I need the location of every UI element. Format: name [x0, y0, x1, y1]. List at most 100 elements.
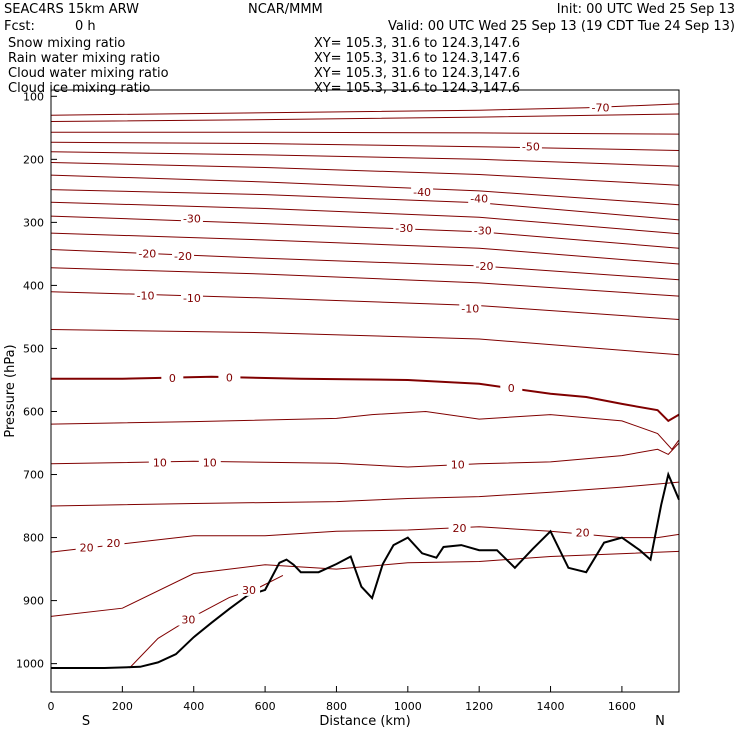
contour-label-bg: [75, 541, 98, 554]
contour-label-bg: [161, 372, 184, 385]
isotherm-minus-45: [50, 174, 680, 206]
isotherm-minus-30: [50, 215, 680, 249]
contour-label-bg: [102, 537, 125, 550]
terrain-line: [51, 471, 680, 669]
contour-label-bg: [198, 456, 221, 469]
contour-label: -50: [522, 141, 540, 154]
x-tick-label: 1600: [608, 700, 636, 713]
isotherm-minus-25: [50, 232, 680, 265]
organization-label: NCAR/MMM: [248, 2, 323, 17]
contour-label: -20: [174, 250, 192, 263]
contour-label: 0: [226, 371, 233, 384]
contour-label: -10: [461, 303, 479, 316]
x-tick-label: 800: [326, 700, 347, 713]
field-name-rain: Rain water mixing ratio: [8, 51, 160, 66]
contour-label-bg: [473, 259, 496, 272]
field-xy-snow: XY= 105.3, 31.6 to 124.3,147.6: [314, 36, 520, 51]
contour-label: 0: [169, 372, 176, 385]
contour-label-bg: [177, 613, 200, 626]
contour-label-bg: [446, 458, 469, 471]
contour-label: -30: [474, 225, 492, 238]
contour-label: -70: [592, 102, 610, 115]
contour-label: 10: [203, 457, 217, 470]
contour-label: -30: [183, 213, 201, 226]
isotherm-minus-35: [50, 201, 680, 235]
x-tick-label: 0: [48, 700, 55, 713]
x-tick-label: 400: [183, 700, 204, 713]
contour-label-bg: [448, 522, 471, 535]
contour-label: 30: [242, 584, 256, 597]
isotherm-minus-10: [50, 291, 680, 320]
isotherm-minus-65: [51, 131, 680, 135]
isotherm-layer: [50, 103, 680, 669]
isotherm-15: [50, 481, 680, 507]
field-xy-cloud-ice: XY= 105.3, 31.6 to 124.3,147.6: [314, 81, 520, 96]
isotherm-minus-15: [50, 267, 680, 297]
contour-label-bg: [519, 140, 542, 153]
plot-area: -70 -50 -40 -40 -30 -30 -30 -20 -20 -20 -10 -10 -10 0…: [16, 89, 680, 713]
contour-label: 10: [153, 457, 167, 470]
isotherm-minus-75: [50, 103, 680, 116]
contour-label-bg: [180, 212, 203, 225]
contour-label: -10: [183, 292, 201, 305]
contour-label-bg: [393, 222, 416, 235]
isotherm-minus-40: [50, 189, 680, 221]
valid-time: Valid: 00 UTC Wed 25 Sep 13 (19 CDT Tue …: [388, 19, 735, 34]
contour-label-bg: [134, 289, 157, 302]
field-name-cloud-ice: Cloud ice mixing ratio: [8, 81, 150, 96]
isotherm-0: [51, 375, 680, 423]
contour-label: 20: [453, 522, 467, 535]
y-tick-label: 900: [23, 595, 44, 608]
y-axis-label: Pressure (hPa): [3, 344, 18, 437]
model-title: SEAC4RS 15km ARW: [4, 2, 139, 17]
isotherm-10: [50, 442, 680, 468]
field-xy-cloud-water: XY= 105.3, 31.6 to 124.3,147.6: [314, 66, 520, 81]
plot-frame: [50, 89, 680, 693]
contour-label-bg: [500, 382, 523, 395]
y-tick-label: 300: [23, 216, 44, 229]
x-axis-label: Distance (km): [319, 714, 410, 729]
y-tick-label: 500: [23, 342, 44, 355]
field-name-snow: Snow mixing ratio: [8, 36, 125, 51]
isotherm-20: [50, 526, 680, 553]
x-tick-label: 1200: [465, 700, 493, 713]
south-end-label: S: [82, 714, 90, 729]
isotherm-minus-60: [50, 141, 680, 151]
x-tick-label: 200: [112, 700, 133, 713]
x-tick-label: 1000: [394, 700, 422, 713]
y-tick-label: 200: [23, 153, 44, 166]
contour-label: 0: [508, 382, 515, 395]
forecast-label: Fcst:: [4, 19, 35, 34]
contour-label-bg: [148, 456, 171, 469]
contour-label: 20: [80, 542, 94, 555]
contour-label-bg: [238, 583, 261, 596]
contour-label: 10: [451, 458, 465, 471]
contour-label-bg: [471, 224, 494, 237]
contour-label-bg: [459, 302, 482, 315]
contour-label: 20: [576, 527, 590, 540]
y-tick-label: 1000: [16, 658, 44, 671]
isotherm-25: [50, 550, 680, 617]
y-axis-ticks: 100 200 300 400 500 600 700 800 900 1000: [16, 90, 57, 671]
field-xy-rain: XY= 105.3, 31.6 to 124.3,147.6: [314, 51, 520, 66]
contour-label-bg: [218, 371, 241, 384]
isotherm-minus-55: [50, 151, 680, 167]
isotherm-30: [129, 574, 284, 669]
contour-label-bg: [172, 249, 195, 262]
contour-label-bg: [136, 247, 159, 260]
north-end-label: N: [655, 714, 665, 729]
x-tick-label: 600: [255, 700, 276, 713]
x-axis-ticks: 0 200 400 600 800 1000 1200 1400 1600: [48, 686, 636, 713]
contour-label: 20: [106, 537, 120, 550]
x-tick-label: 1400: [537, 700, 565, 713]
contour-label: -20: [138, 247, 156, 260]
isotherm-minus-50: [50, 162, 680, 186]
terrain-layer: [51, 471, 680, 669]
contour-label: -20: [476, 260, 494, 273]
contour-label-bg: [468, 192, 491, 205]
contour-label-bg: [571, 526, 594, 539]
isotherm-minus-5: [50, 329, 680, 356]
field-name-cloud-water: Cloud water mixing ratio: [8, 66, 169, 81]
forecast-hour: 0 h: [75, 19, 96, 34]
